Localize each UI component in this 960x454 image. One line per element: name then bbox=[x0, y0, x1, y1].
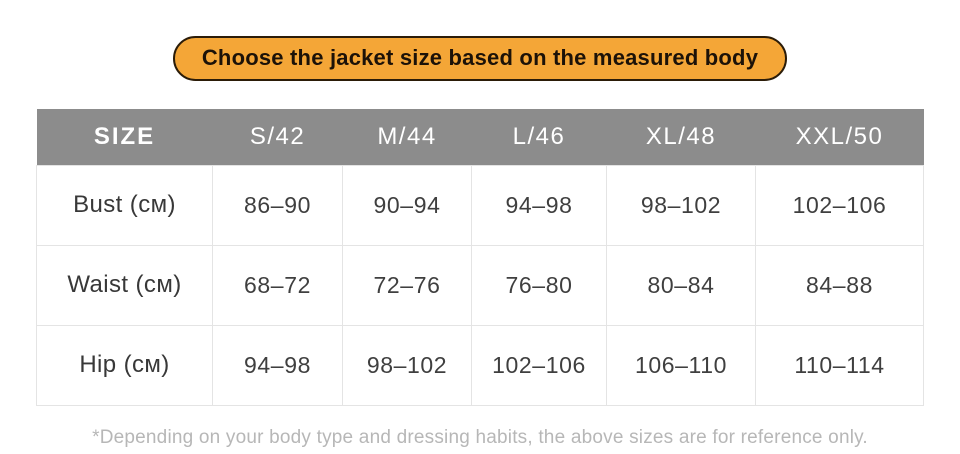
waist-value-xl: 80–84 bbox=[606, 244, 756, 326]
reference-footnote: *Depending on your body type and dressin… bbox=[92, 426, 868, 448]
table-row-hip: Hip (см) 94–98 98–102 102–106 106–110 11… bbox=[36, 324, 924, 406]
bust-value-s: 86–90 bbox=[212, 164, 343, 246]
size-chart-table: SIZE S/42 M/44 L/46 XL/48 XXL/50 Bust (с… bbox=[36, 109, 924, 406]
header-row: SIZE S/42 M/44 L/46 XL/48 XXL/50 bbox=[36, 109, 924, 165]
table-row-bust: Bust (см) 86–90 90–94 94–98 98–102 102–1… bbox=[36, 164, 924, 246]
size-table-body: Bust (см) 86–90 90–94 94–98 98–102 102–1… bbox=[36, 164, 924, 406]
hip-value-xxl: 110–114 bbox=[755, 324, 924, 406]
hip-value-m: 98–102 bbox=[342, 324, 472, 406]
size-chart-page: Choose the jacket size based on the meas… bbox=[0, 36, 960, 454]
row-label-waist: Waist (см) bbox=[36, 244, 213, 326]
header-cell-xl48: XL/48 bbox=[606, 109, 756, 165]
bust-value-m: 90–94 bbox=[342, 164, 472, 246]
hip-value-xl: 106–110 bbox=[606, 324, 756, 406]
bust-value-xl: 98–102 bbox=[606, 164, 756, 246]
row-label-hip: Hip (см) bbox=[36, 324, 213, 406]
waist-value-s: 68–72 bbox=[212, 244, 343, 326]
waist-value-l: 76–80 bbox=[471, 244, 607, 326]
size-table-header: SIZE S/42 M/44 L/46 XL/48 XXL/50 bbox=[36, 109, 924, 165]
bust-value-xxl: 102–106 bbox=[755, 164, 924, 246]
waist-value-m: 72–76 bbox=[342, 244, 472, 326]
hip-value-s: 94–98 bbox=[212, 324, 343, 406]
header-cell-s42: S/42 bbox=[212, 109, 343, 165]
table-row-waist: Waist (см) 68–72 72–76 76–80 80–84 84–88 bbox=[36, 244, 924, 326]
bust-value-l: 94–98 bbox=[471, 164, 607, 246]
header-cell-m44: M/44 bbox=[342, 109, 472, 165]
row-label-bust: Bust (см) bbox=[36, 164, 213, 246]
size-chart-title-banner: Choose the jacket size based on the meas… bbox=[172, 36, 788, 81]
header-cell-l46: L/46 bbox=[471, 109, 607, 165]
hip-value-l: 102–106 bbox=[471, 324, 607, 406]
waist-value-xxl: 84–88 bbox=[755, 244, 924, 326]
header-cell-xxl50: XXL/50 bbox=[755, 109, 924, 165]
header-cell-size: SIZE bbox=[36, 109, 213, 165]
